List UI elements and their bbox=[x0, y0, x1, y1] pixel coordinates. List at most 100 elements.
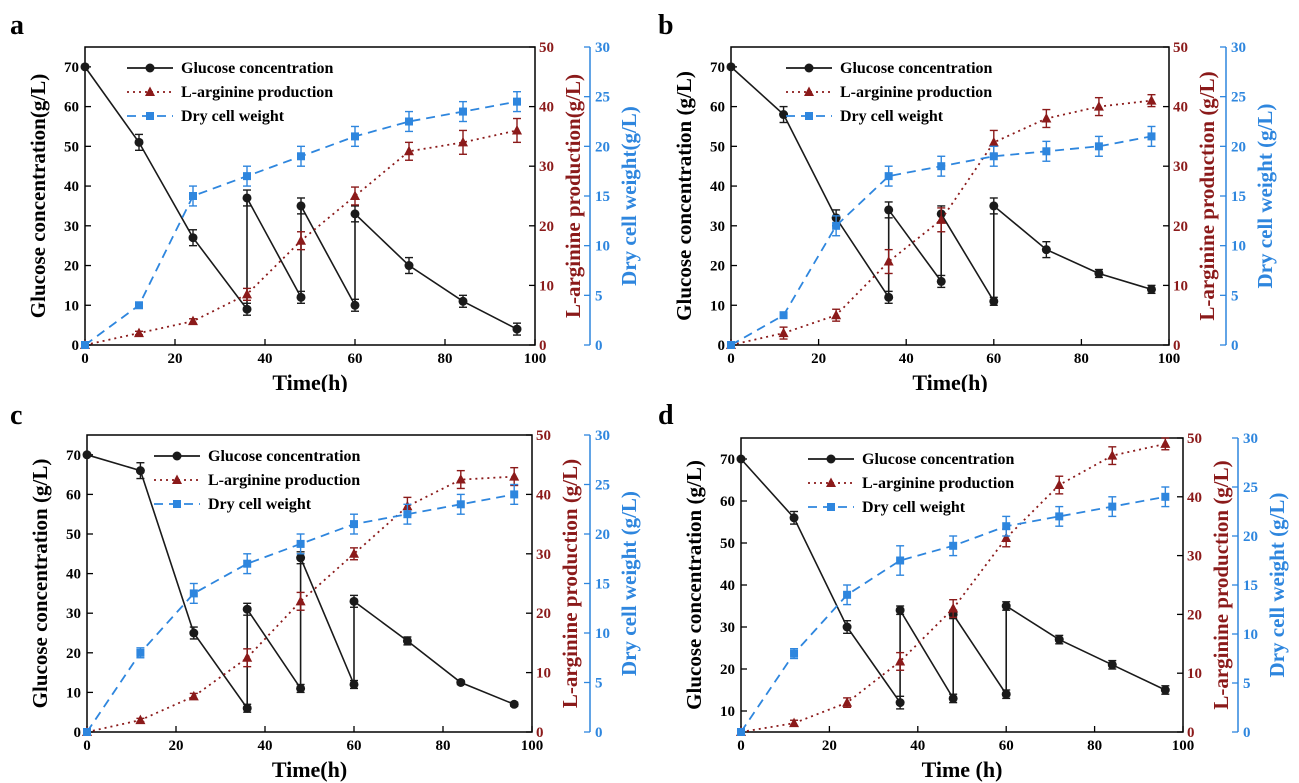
arginine-point bbox=[509, 471, 520, 481]
y-right1-tick-label: 20 bbox=[1173, 219, 1188, 235]
legend-label-arginine: L-arginine production bbox=[181, 84, 333, 101]
arginine-point bbox=[350, 190, 360, 200]
legend-label-dcw: Dry cell weight bbox=[862, 499, 966, 516]
y-right1-tick-label: 30 bbox=[1187, 549, 1202, 565]
y-left-tick-label: 70 bbox=[66, 448, 81, 464]
arginine-point bbox=[948, 603, 959, 613]
series-arginine bbox=[80, 117, 522, 349]
arginine-point bbox=[1041, 113, 1052, 123]
y-left-tick-label: 20 bbox=[710, 259, 725, 275]
dcw-point bbox=[949, 541, 958, 550]
series-arginine bbox=[726, 93, 1157, 349]
series-glucose bbox=[80, 62, 522, 336]
x-tick-label: 100 bbox=[521, 738, 544, 754]
glucose-point bbox=[349, 596, 359, 606]
y-left-tick-label: 30 bbox=[66, 606, 81, 622]
glucose-point bbox=[242, 193, 252, 203]
y-right2-tick-label: 25 bbox=[595, 90, 610, 106]
y-left-tick-label: 70 bbox=[710, 60, 725, 76]
arginine-point bbox=[936, 214, 947, 224]
y-left-tick-label: 60 bbox=[710, 100, 725, 116]
dcw-point bbox=[351, 132, 359, 141]
y-right2-tick-label: 5 bbox=[595, 676, 603, 692]
y-right2-tick-label: 20 bbox=[595, 139, 610, 155]
dcw-point bbox=[790, 649, 799, 658]
x-tick-label: 80 bbox=[436, 738, 451, 754]
y-left-axis-title: Glucose concentration (g/L) bbox=[28, 459, 52, 709]
arginine-point bbox=[895, 655, 906, 666]
x-tick-label: 40 bbox=[910, 738, 925, 754]
arginine-point bbox=[242, 652, 253, 662]
y-left-axis-title: Glucose concentration(g/L) bbox=[26, 74, 50, 318]
legend-marker-glucose bbox=[172, 451, 182, 461]
glucose-line bbox=[86, 454, 515, 711]
chart-a: a0 20 40 60 80 100010203040506070010203040500… bbox=[10, 10, 641, 392]
legend-label-dcw: Dry cell weight bbox=[181, 108, 285, 125]
glucose-point bbox=[242, 604, 252, 614]
chart-d: d 0 20 40 60 80 100 10 20 30 40 50 60 70 0 10 20 30 40 50 0 5… bbox=[658, 400, 1289, 782]
arginine-point bbox=[296, 235, 306, 245]
panel-label: d bbox=[658, 400, 674, 431]
dcw-point bbox=[513, 97, 521, 106]
legend-label-arginine: L-arginine production bbox=[862, 475, 1014, 492]
legend-marker-arginine bbox=[172, 474, 182, 484]
dcw-point bbox=[1147, 132, 1156, 141]
legend-marker-glucose bbox=[145, 63, 155, 73]
y-right1-tick-label: 50 bbox=[536, 428, 551, 444]
y-left-tick-label: 20 bbox=[720, 662, 735, 678]
arginine-point bbox=[831, 309, 842, 320]
glucose-point bbox=[458, 296, 468, 306]
y-right1-tick-label: 50 bbox=[1173, 40, 1188, 56]
arginine-point bbox=[1107, 450, 1118, 460]
glucose-point bbox=[456, 678, 466, 687]
arginine-point bbox=[1160, 438, 1171, 448]
y-left-tick-label: 30 bbox=[710, 219, 725, 235]
legend-marker-arginine bbox=[804, 86, 814, 96]
series-dcw bbox=[83, 483, 519, 736]
y-right1-tick-label: 10 bbox=[1187, 666, 1202, 682]
y-right2-tick-label: 15 bbox=[1243, 578, 1258, 594]
y-right1-tick-label: 20 bbox=[539, 219, 554, 235]
y-right1-tick-label: 0 bbox=[536, 725, 544, 741]
arginine-point bbox=[789, 717, 800, 728]
y-right1-tick-label: 0 bbox=[1187, 725, 1195, 741]
y-right1-tick-label: 0 bbox=[539, 338, 547, 354]
y-right2-tick-label: 0 bbox=[595, 725, 603, 741]
chart-b: b0 20 40 60 80 100010203040506070010203040500… bbox=[658, 10, 1277, 392]
y-right2-tick-label: 25 bbox=[1231, 90, 1246, 106]
glucose-point bbox=[1160, 685, 1170, 695]
glucose-point bbox=[404, 261, 414, 271]
y-right2-tick-label: 25 bbox=[595, 478, 610, 494]
y-right1-tick-label: 10 bbox=[1173, 278, 1188, 294]
arginine-point bbox=[1054, 479, 1065, 490]
y-right1-tick-label: 30 bbox=[539, 159, 554, 175]
y-left-tick-label: 50 bbox=[710, 139, 725, 155]
panel-label: c bbox=[10, 400, 22, 431]
y-left-tick-label: 60 bbox=[66, 487, 81, 503]
y-left-tick-label: 20 bbox=[66, 646, 81, 662]
y-left-axis-title: Glucose concentration (g/L) bbox=[672, 71, 696, 321]
glucose-point bbox=[1001, 601, 1011, 611]
x-tick-label: 40 bbox=[258, 738, 273, 754]
arginine-point bbox=[349, 548, 359, 558]
glucose-point bbox=[80, 62, 90, 72]
series-glucose bbox=[82, 450, 519, 713]
glucose-point bbox=[884, 292, 894, 302]
series-dcw bbox=[81, 90, 521, 349]
y-left-tick-label: 10 bbox=[64, 298, 79, 314]
x-tick-label: 80 bbox=[1074, 351, 1089, 367]
y-right2-tick-label: 30 bbox=[595, 428, 610, 444]
x-tick-label: 20 bbox=[822, 738, 837, 754]
dcw-point bbox=[896, 556, 905, 565]
glucose-point bbox=[989, 296, 999, 306]
legend: Glucose concentration L-arginine producti… bbox=[808, 451, 1015, 516]
y-left-tick-label: 40 bbox=[710, 179, 725, 195]
y-right2-tick-label: 0 bbox=[595, 338, 603, 354]
x-tick-label: 80 bbox=[438, 351, 453, 367]
y-right2-axis-title: Dry cell weight (g/L) bbox=[1253, 104, 1277, 289]
glucose-point bbox=[895, 605, 905, 615]
dcw-point bbox=[297, 152, 305, 161]
y-left-tick-label: 50 bbox=[66, 527, 81, 543]
glucose-point bbox=[82, 450, 92, 460]
y-right1-tick-label: 50 bbox=[539, 40, 554, 56]
